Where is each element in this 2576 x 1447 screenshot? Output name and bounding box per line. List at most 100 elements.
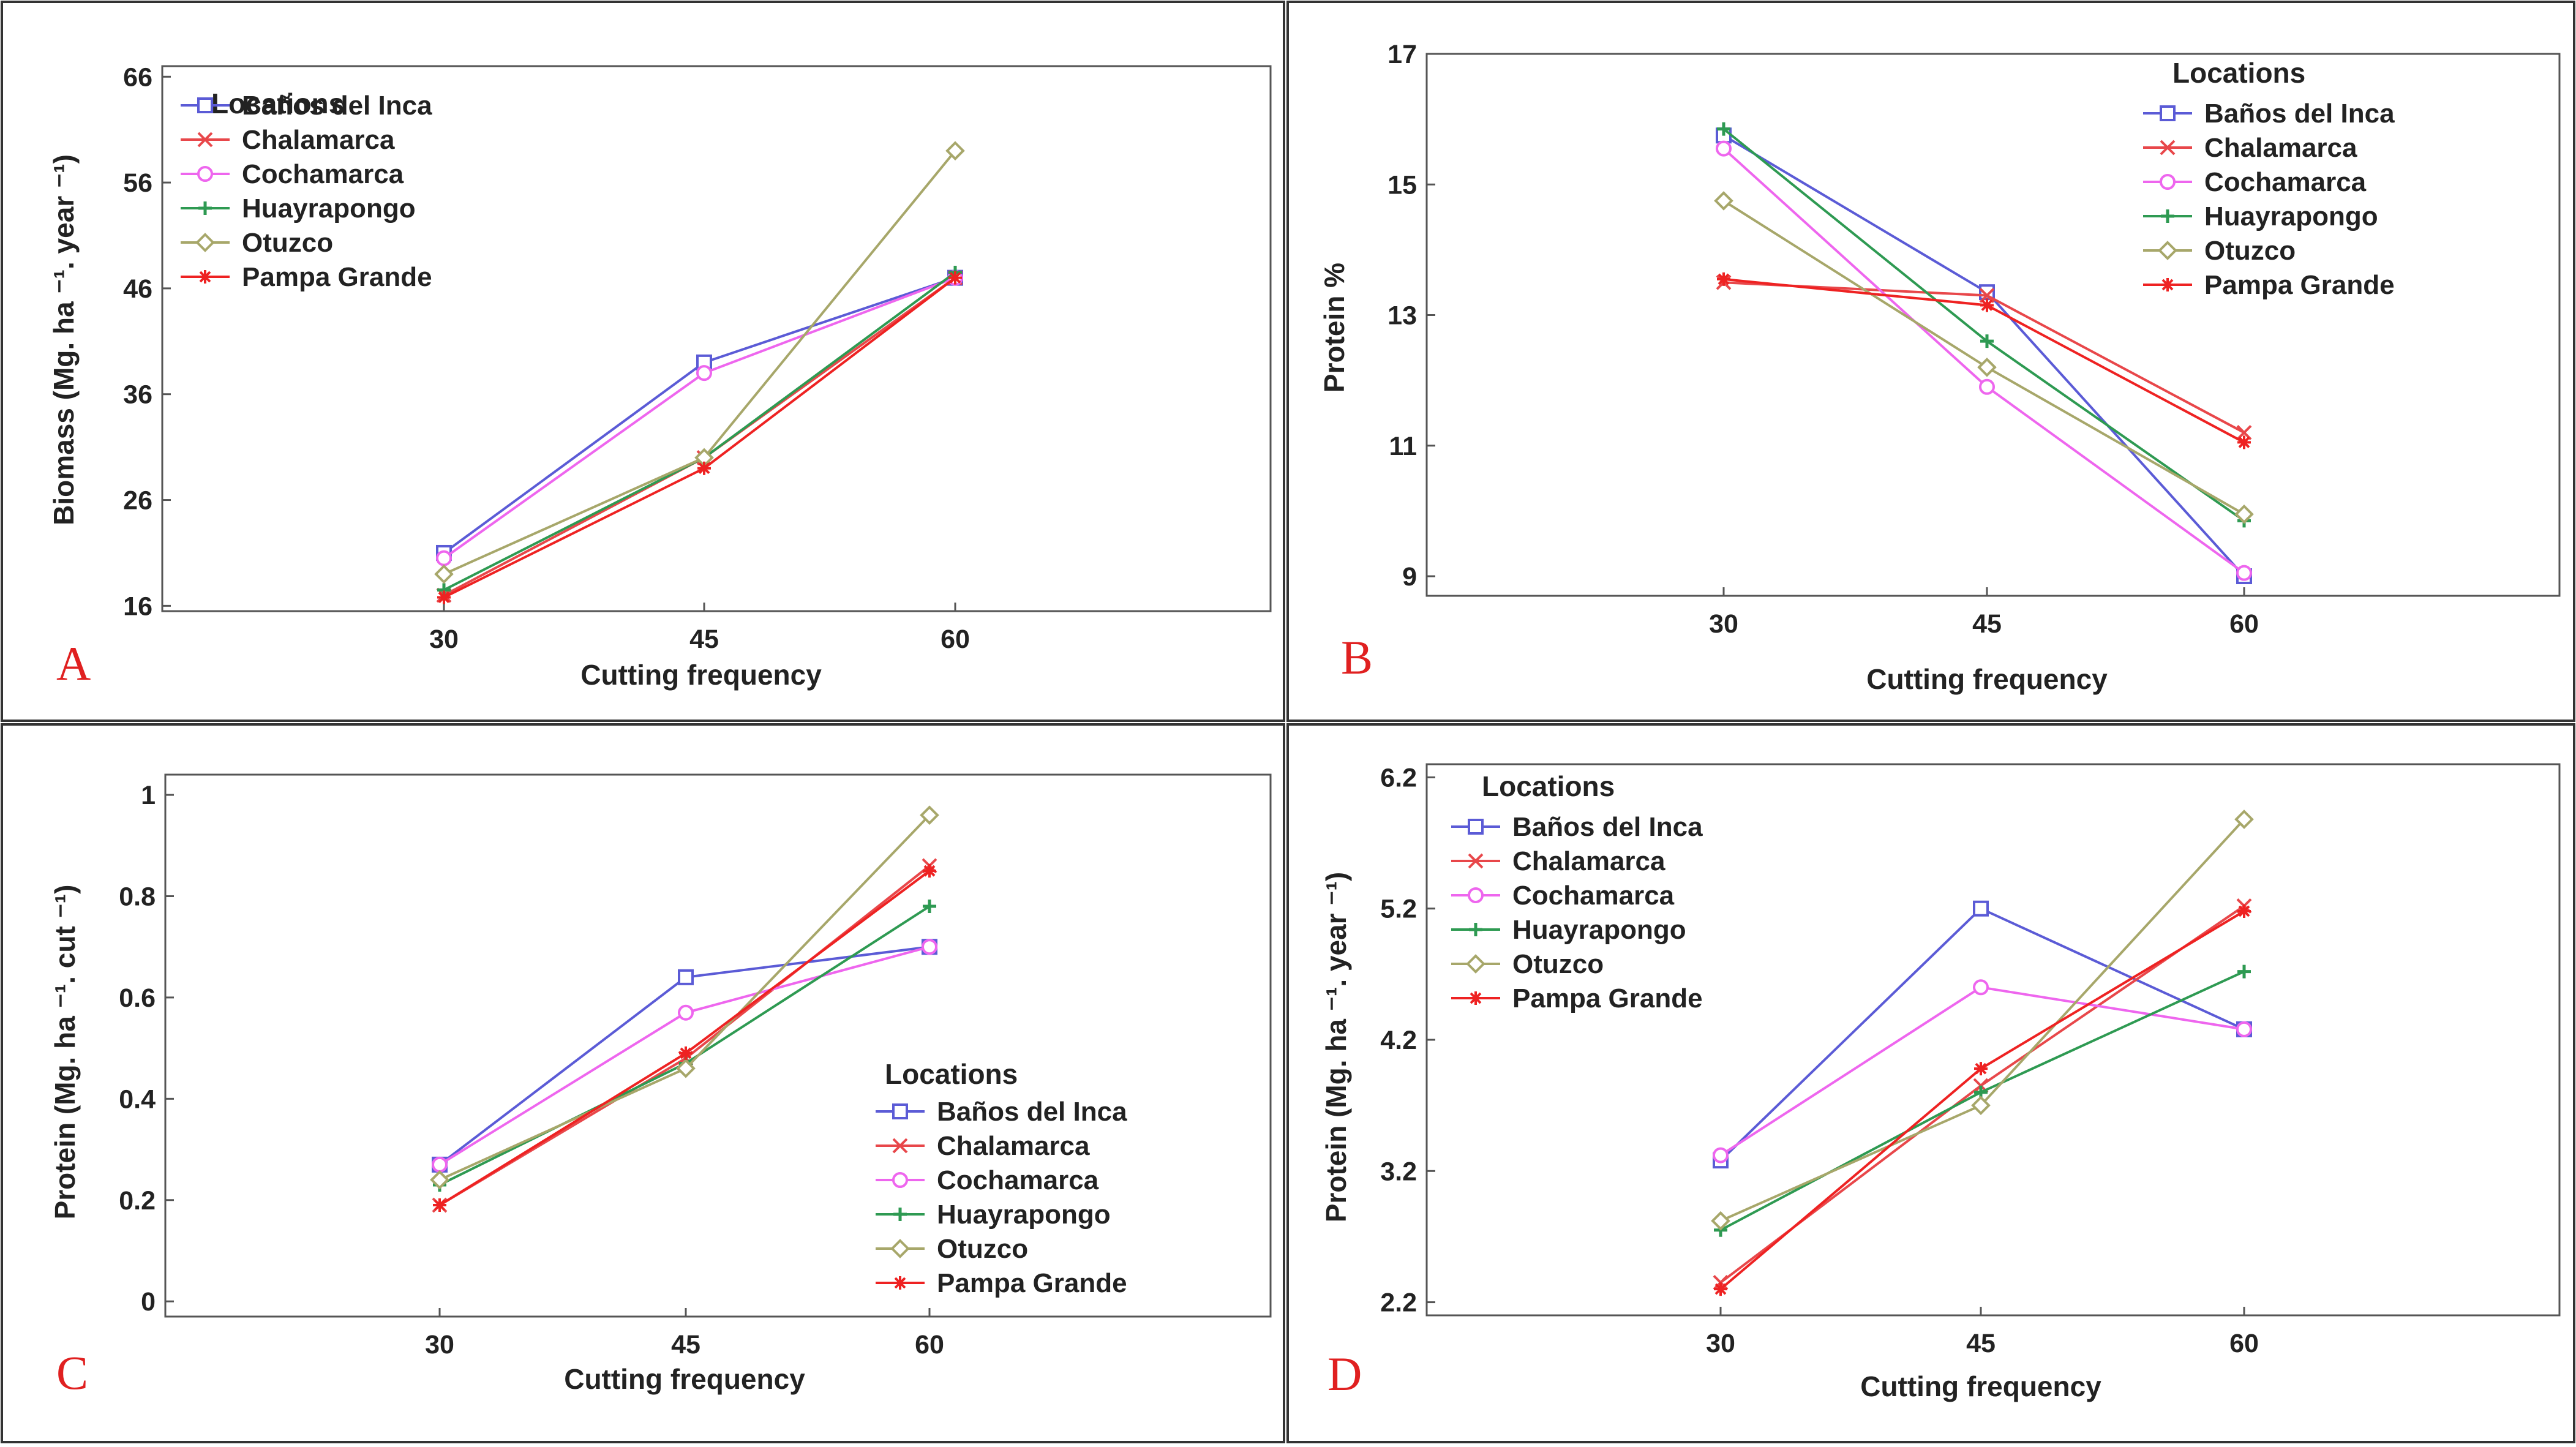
marker-circle [2160, 174, 2176, 190]
marker-circle [2236, 565, 2252, 581]
marker-star [923, 864, 936, 878]
legend-label: Cochamarca [2204, 167, 2367, 197]
series-chalamarca [432, 858, 937, 1213]
legend-item: Pampa Grande [2143, 270, 2395, 300]
marker-diamond [2234, 504, 2254, 524]
y-tick-label: 56 [123, 168, 152, 198]
marker-star [437, 590, 451, 604]
legend-item: Baños del Inca [2143, 99, 2395, 129]
legend-label: Huayrapongo [242, 194, 416, 224]
series-otuzco [434, 141, 965, 584]
legend-label: Huayrapongo [1512, 915, 1686, 945]
marker-star [198, 270, 212, 284]
marker-square [1468, 819, 1484, 835]
legend-title: Locations [885, 1058, 1018, 1090]
plot-area [164, 773, 1272, 1318]
y-tick-label: 5.2 [1380, 895, 1417, 924]
marker-x [1468, 853, 1484, 869]
marker-star [948, 271, 962, 285]
legend-label: Pampa Grande [242, 262, 432, 292]
marker-star [433, 1198, 446, 1212]
marker-plus [198, 201, 212, 215]
legend-title: Locations [1482, 770, 1615, 802]
x-axis-label: Cutting frequency [1866, 663, 2108, 695]
series-line [443, 277, 956, 596]
y-tick-label: 1 [141, 781, 156, 810]
legend-label: Pampa Grande [1512, 983, 1703, 1013]
series-pampa-grande [1714, 904, 2251, 1296]
series-line [443, 276, 956, 554]
series-baños-del-inca [1716, 127, 2252, 585]
x-tick-label: 45 [689, 625, 719, 654]
y-tick-label: 0.8 [119, 882, 156, 912]
x-axis-label: Cutting frequency [1860, 1370, 2101, 1402]
legend: Locations Baños del Inca Chalamarca Cochama… [876, 1058, 1127, 1298]
legend-label: Otuzco [2204, 236, 2296, 266]
y-tick-label: 6.2 [1380, 763, 1417, 792]
series-line [1720, 818, 2245, 1222]
legend-item: Chalamarca [181, 125, 395, 155]
marker-circle [1716, 140, 1732, 157]
marker-plus [1980, 334, 1994, 348]
x-tick-label: 60 [915, 1330, 944, 1359]
marker-star [1980, 298, 1994, 312]
marker-diamond [430, 1170, 449, 1190]
legend-label: Pampa Grande [937, 1268, 1127, 1298]
y-tick-label: 13 [1388, 301, 1417, 331]
legend-item: Chalamarca [876, 1131, 1090, 1161]
y-tick-label: 17 [1388, 40, 1417, 69]
x-tick-label: 30 [1709, 609, 1738, 639]
marker-square [2160, 105, 2176, 121]
legend-item: Chalamarca [2143, 133, 2357, 163]
legend-label: Cochamarca [242, 159, 404, 189]
marker-circle [892, 1172, 908, 1188]
series-otuzco [1714, 191, 2254, 524]
series-huayrapongo [1717, 122, 2251, 528]
chart-panel-A: 16 26 36 46 56 66 30 45 60 Cutting frequency Bioma… [48, 62, 1272, 691]
series-baños-del-inca [436, 269, 963, 561]
series-chalamarca [1716, 274, 2252, 440]
legend-title: Locations [2172, 57, 2305, 89]
legend-label: Huayrapongo [937, 1200, 1111, 1230]
legend: Locations Baños del Inca Chalamarca Cochama… [2143, 57, 2395, 300]
marker-square [892, 1103, 908, 1119]
legend-item: Otuzco [876, 1234, 1028, 1264]
legend-item: Otuzco [181, 228, 333, 258]
series-huayrapongo [437, 265, 962, 597]
marker-diamond [1466, 954, 1485, 974]
x-tick-label: 45 [1972, 609, 2002, 639]
marker-circle [1979, 378, 1995, 395]
series-line [443, 277, 956, 599]
marker-star [697, 461, 711, 475]
legend-item: Cochamarca [181, 159, 404, 189]
y-tick-label: 3.2 [1380, 1157, 1417, 1186]
legend: Locations Baños del Inca Chalamarca Cochama… [1451, 770, 1703, 1013]
legend-item: Huayrapongo [876, 1200, 1111, 1230]
marker-diamond [1977, 357, 1997, 377]
legend-item: Pampa Grande [1451, 983, 1703, 1013]
y-tick-label: 0.2 [119, 1186, 156, 1216]
marker-star [1717, 272, 1730, 286]
marker-diamond [1711, 1211, 1730, 1231]
y-tick-label: 4.2 [1380, 1026, 1417, 1055]
legend-label: Otuzco [242, 228, 333, 258]
legend-item: Pampa Grande [181, 262, 432, 292]
marker-diamond [945, 141, 965, 161]
legend-item: Huayrapongo [2143, 201, 2378, 231]
marker-star [679, 1046, 693, 1060]
series-cochamarca [1716, 140, 2252, 581]
legend-label: Baños del Inca [1512, 812, 1703, 842]
marker-circle [1713, 1147, 1729, 1163]
panel-letter: B [1341, 631, 1373, 684]
series-line [1722, 134, 2245, 577]
marker-star [893, 1276, 907, 1290]
legend-item: Baños del Inca [181, 91, 432, 121]
plot-area [161, 65, 1272, 612]
legend-label: Chalamarca [2204, 133, 2357, 163]
series-cochamarca [436, 269, 963, 566]
y-tick-label: 11 [1389, 432, 1417, 461]
marker-diamond [1714, 191, 1733, 211]
legend-label: Chalamarca [1512, 846, 1665, 876]
legend-label: Chalamarca [242, 125, 395, 155]
